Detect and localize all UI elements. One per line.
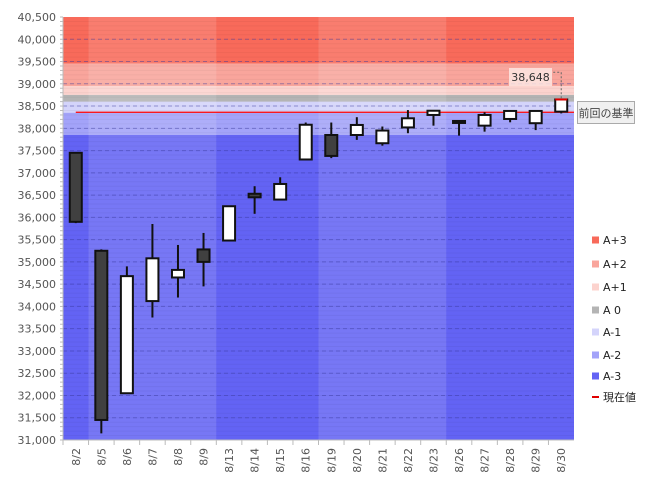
x-tick-label: 8/20	[351, 448, 364, 473]
y-tick-label: 39,000	[18, 78, 57, 91]
current-value-label: 38,648	[511, 71, 550, 84]
x-tick-label: 8/16	[300, 448, 313, 473]
band-a+1	[63, 86, 574, 95]
reference-label-box	[577, 101, 635, 124]
candle-body	[94, 249, 109, 421]
legend-label: A 0	[603, 304, 621, 317]
legend-swatch	[592, 328, 599, 336]
y-tick-label: 40,500	[18, 11, 57, 24]
legend-swatch	[592, 236, 599, 244]
legend-label: 現在値	[603, 391, 636, 404]
x-tick-label: 8/29	[530, 448, 543, 473]
legend-label: A+1	[603, 281, 627, 294]
x-tick-label: 8/5	[95, 448, 108, 466]
candle-body	[477, 113, 492, 127]
candle-body	[247, 192, 262, 199]
legend-swatch	[592, 260, 599, 268]
x-tick-label: 8/26	[453, 448, 466, 473]
reference-label: 前回の基準	[579, 106, 634, 120]
candle-body	[528, 109, 543, 125]
candle-body	[349, 123, 364, 136]
candle-body	[426, 109, 441, 116]
y-tick-label: 37,500	[18, 145, 57, 158]
candle-body	[452, 119, 467, 124]
candle-body	[554, 98, 569, 113]
y-tick-label: 34,500	[18, 278, 57, 291]
y-tick-label: 32,000	[18, 389, 57, 402]
candle-body	[324, 133, 339, 157]
y-tick-label: 35,500	[18, 234, 57, 247]
y-tick-label: 39,500	[18, 56, 57, 69]
y-tick-label: 31,000	[18, 434, 57, 447]
band-a-2	[63, 112, 574, 135]
candle-body	[298, 123, 313, 161]
candle-body	[503, 109, 518, 120]
x-tick-label: 8/2	[70, 448, 83, 466]
candle-body	[68, 151, 83, 223]
current-value-callout	[509, 68, 552, 86]
band-a0	[63, 94, 574, 102]
x-tick-label: 8/13	[223, 448, 236, 473]
legend-label: A+2	[603, 258, 627, 271]
y-tick-label: 38,500	[18, 100, 57, 113]
legend-swatch	[592, 351, 599, 359]
x-tick-label: 8/8	[172, 448, 185, 466]
candle-body	[400, 117, 415, 129]
x-tick-label: 8/23	[427, 448, 440, 473]
band-a+2	[63, 63, 574, 87]
y-tick-label: 38,000	[18, 122, 57, 135]
y-tick-label: 36,500	[18, 189, 57, 202]
x-tick-label: 8/6	[121, 448, 134, 466]
x-tick-label: 8/28	[504, 448, 517, 473]
x-tick-label: 8/14	[249, 448, 262, 473]
week-shade	[318, 17, 447, 440]
x-tick-label: 8/27	[479, 448, 492, 473]
callout-leader	[553, 71, 562, 99]
legend-label: A+3	[603, 234, 627, 247]
y-tick-label: 31,500	[18, 412, 57, 425]
y-tick-label: 33,500	[18, 323, 57, 336]
band-a-1	[63, 101, 574, 113]
legend-label: A-1	[603, 326, 621, 339]
band-a+3	[63, 17, 574, 64]
x-tick-label: 8/9	[198, 448, 211, 466]
y-tick-label: 35,000	[18, 256, 57, 269]
candle-body	[170, 268, 185, 279]
y-tick-label: 32,500	[18, 367, 57, 380]
y-tick-label: 37,000	[18, 167, 57, 180]
candle-body	[375, 129, 390, 145]
x-tick-label: 8/22	[402, 448, 415, 473]
candle-body	[273, 182, 288, 201]
y-tick-label: 34,000	[18, 300, 57, 313]
x-tick-label: 8/15	[274, 448, 287, 473]
legend-label: A-2	[603, 349, 621, 362]
legend-swatch	[592, 283, 599, 291]
x-tick-label: 8/21	[376, 448, 389, 473]
x-tick-label: 8/19	[325, 448, 338, 473]
candle-body	[119, 275, 134, 395]
candle-body	[196, 248, 211, 263]
y-tick-label: 36,000	[18, 211, 57, 224]
candle-body	[145, 257, 160, 303]
legend-swatch	[592, 306, 599, 314]
y-tick-label: 40,000	[18, 33, 57, 46]
legend-label: A-3	[603, 370, 621, 383]
y-tick-label: 33,000	[18, 345, 57, 358]
x-tick-label: 8/30	[555, 448, 568, 473]
legend-swatch	[592, 372, 599, 380]
candle-body	[222, 205, 237, 242]
x-tick-label: 8/7	[146, 448, 159, 466]
